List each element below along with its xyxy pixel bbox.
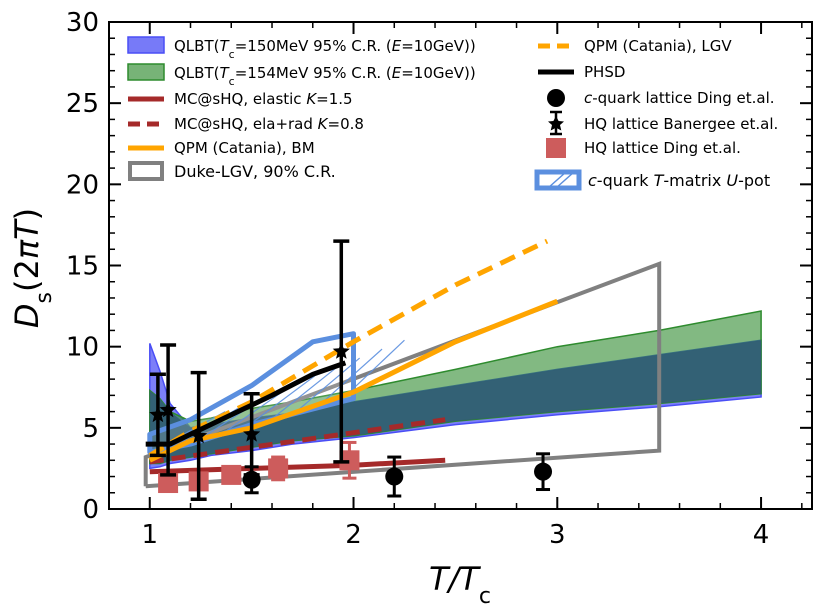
ding-hq-point (221, 464, 242, 485)
duke-lgv-region (143, 261, 662, 489)
ding-cquark-point (242, 470, 261, 489)
y-tick-label: 15 (66, 252, 99, 282)
y-axis-title: Ds(2πT) (8, 208, 57, 328)
tmatrix-hatch-line (249, 375, 316, 426)
legend-label-banerjee: HQ lattice Banergee et.al. (584, 115, 778, 133)
legend-label-ding-hq: HQ lattice Ding et.al. (584, 139, 741, 157)
banerjee-point (149, 405, 167, 423)
ding-cquark-point (534, 462, 553, 481)
legend-key-tmatrix (534, 169, 582, 191)
legend-key-banerjee (548, 110, 564, 136)
y-tick-label: 20 (66, 170, 99, 200)
banerjee-point (190, 426, 208, 444)
y-tick-label: 5 (82, 414, 99, 444)
axis-ticks: 1 2 3 4 0 5 10 15 20 25 30 (66, 8, 812, 550)
phsd-line (145, 360, 347, 447)
ding-hq-point (158, 473, 179, 494)
qlbt-overlap-band (149, 340, 762, 464)
y-tick-label: 30 (66, 8, 99, 38)
legend-label-qlbt150: QLBT(Tc=150MeV 95% C.R. (E=10GeV)) (174, 37, 476, 61)
banerjee-point (332, 342, 350, 359)
legend-label-tmatrix: c-quark T-matrix U-pot (588, 171, 770, 190)
legend-label-qpm-bm: QPM (Catania), BM (174, 139, 315, 157)
ding-hq-point (268, 458, 289, 479)
ding-hq-point (339, 450, 360, 471)
tmatrix-hatch-line (316, 348, 383, 408)
legend-key-qlbt154 (127, 63, 165, 81)
legend-label-mcshq-elastic: MC@sHQ, elastic K=1.5 (174, 90, 353, 108)
banerjee-point (243, 425, 261, 442)
y-tick-label: 0 (82, 495, 99, 525)
ding-cquark-point (385, 467, 404, 486)
legend-label-qpm-lgv: QPM (Catania), LGV (584, 37, 732, 55)
legend-key-qlbt150 (127, 36, 165, 54)
qpm-bm-line (148, 298, 559, 463)
legend-label-mcshq-elarad: MC@sHQ, ela+rad K=0.8 (174, 115, 364, 133)
legend-key-ding-cquark (547, 89, 565, 107)
mcshq-elarad-line (149, 417, 446, 465)
legend-label-duke-lgv: Duke-LGV, 90% C.R. (174, 162, 336, 181)
x-tick-label: 3 (549, 520, 566, 550)
tmatrix-hatch-line (271, 366, 338, 420)
legend-key-duke-lgv (128, 161, 164, 181)
y-tick-label: 25 (66, 89, 99, 119)
legend-label-ding-cquark: c-quark lattice Ding et.al. (584, 89, 775, 107)
tmatrix-hatch-line (294, 357, 361, 414)
legend-label-phsd: PHSD (584, 63, 625, 81)
x-tick-label: 1 (141, 520, 158, 550)
x-axis-title: T/Tc (429, 560, 491, 606)
legend-label-qlbt154: QLBT(Tc=154MeV 95% C.R. (E=10GeV)) (174, 64, 476, 88)
y-tick-label: 10 (66, 333, 99, 363)
x-tick-label: 4 (753, 520, 770, 550)
legend-key-ding-hq (546, 138, 566, 158)
legend: QLBT(Tc=150MeV 95% C.R. (E=10GeV)) QLBT(… (127, 36, 778, 191)
x-tick-label: 2 (345, 520, 362, 550)
mcshq-elastic-line (149, 457, 446, 475)
banerjee-point (159, 401, 177, 418)
plot-data-layer (143, 238, 762, 502)
